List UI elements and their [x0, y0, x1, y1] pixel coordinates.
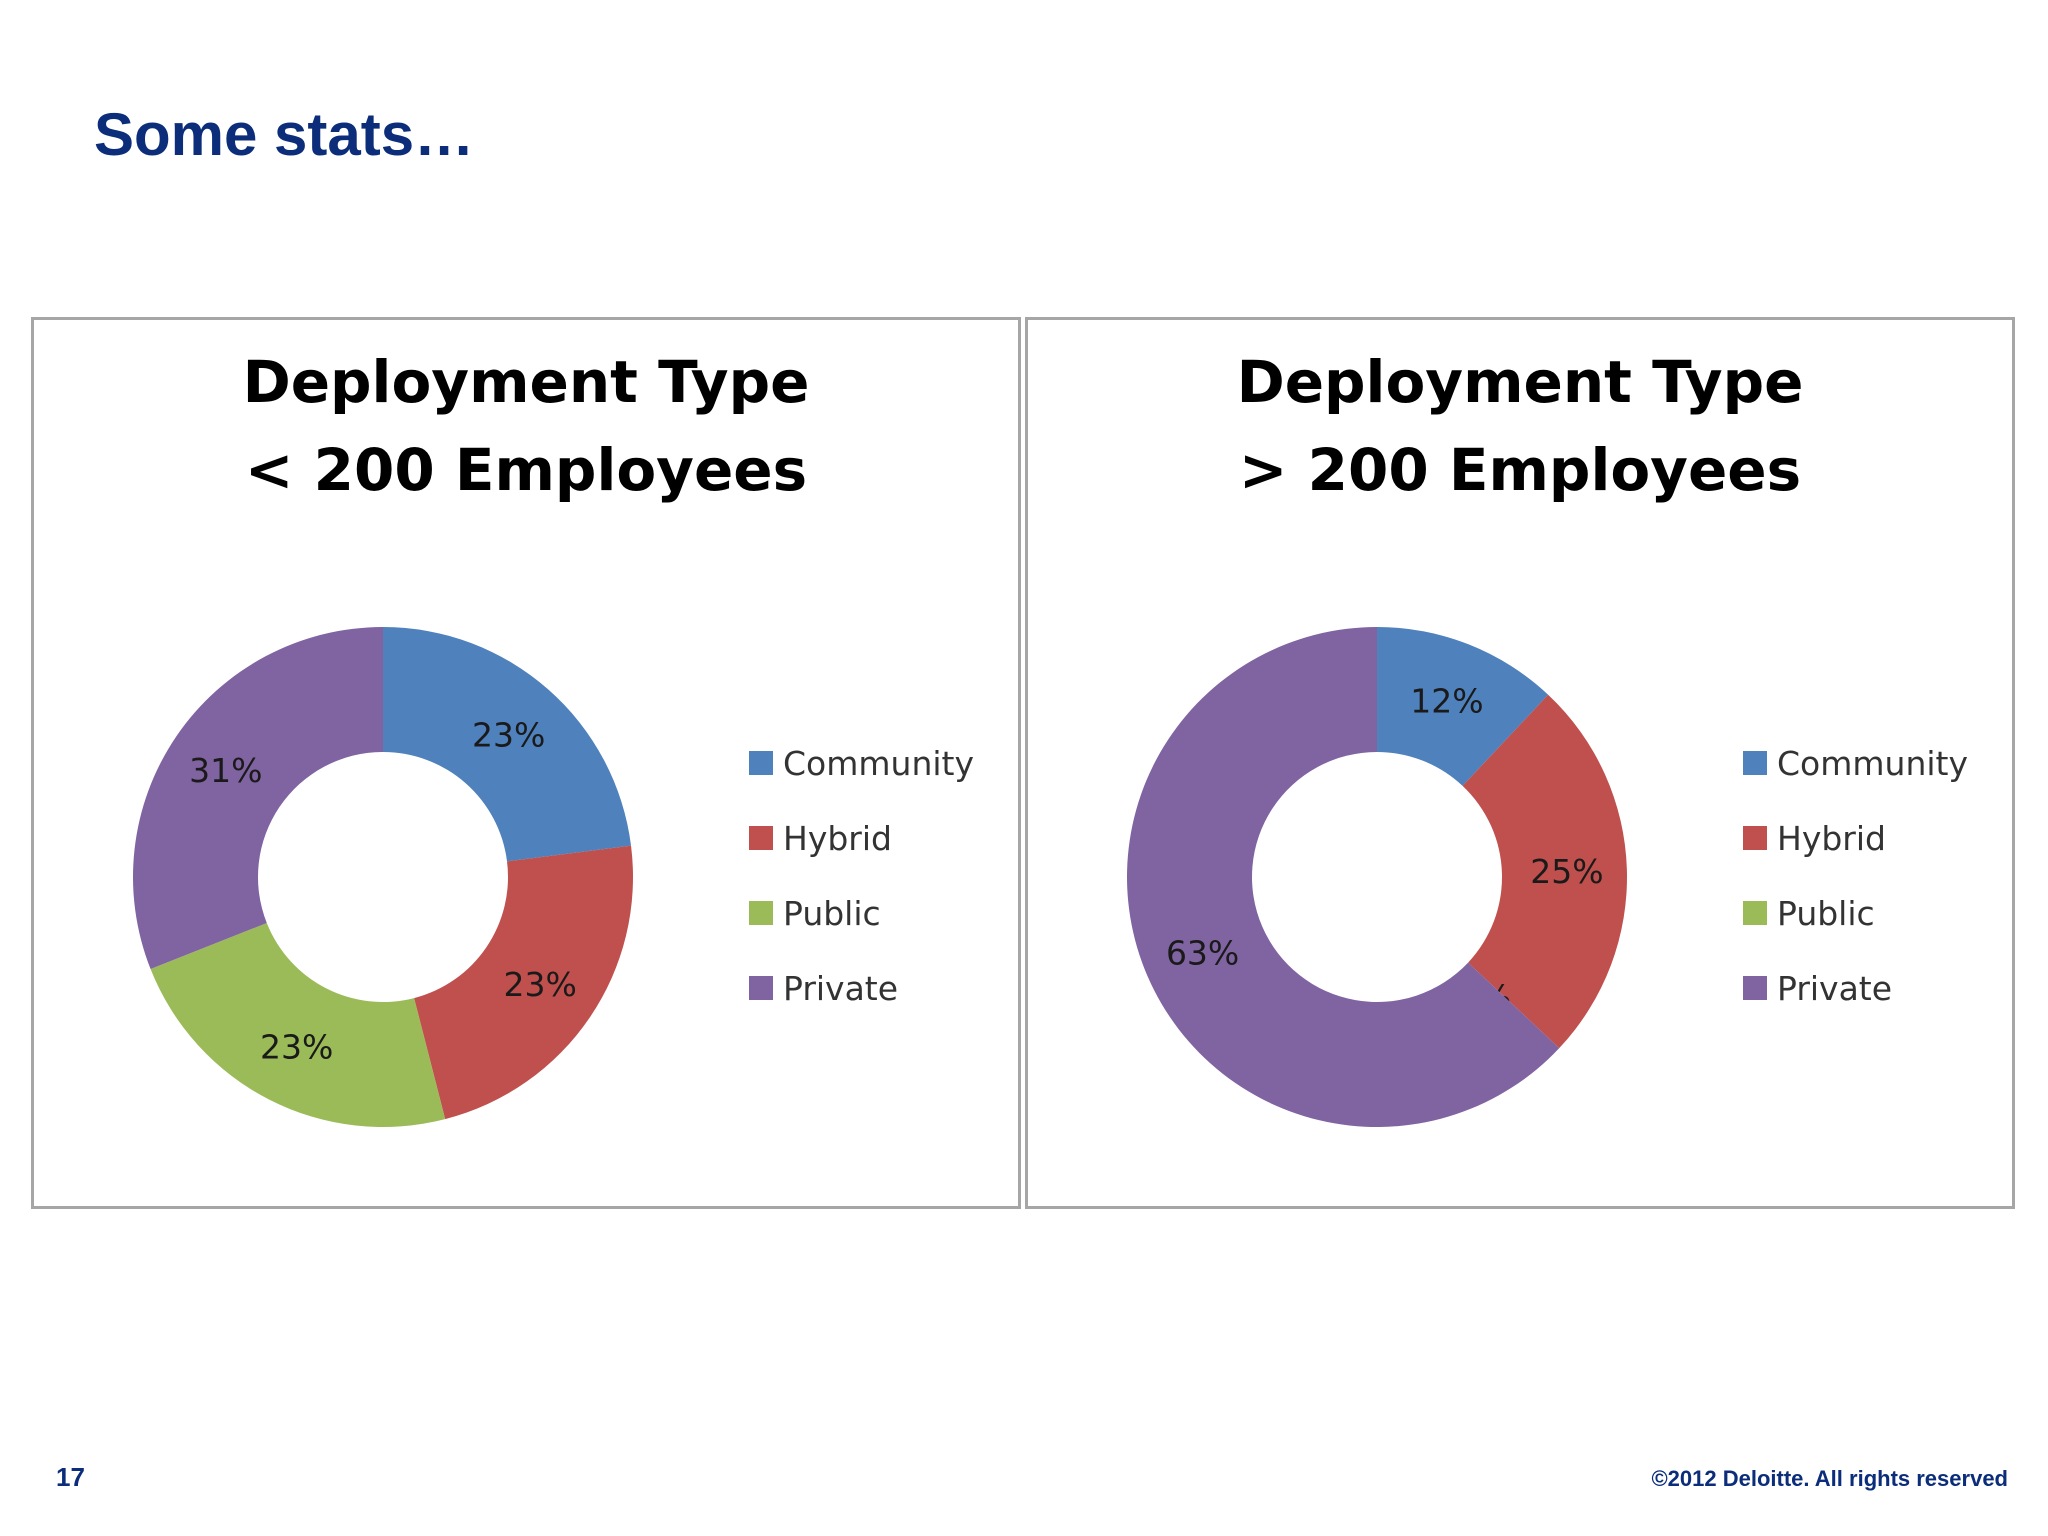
slice-private	[1127, 627, 1560, 1127]
data-label-private: 63%	[1166, 933, 1239, 972]
data-label-community: 12%	[1410, 681, 1483, 720]
chart-title-line1: Deployment Type	[1237, 348, 1804, 416]
data-label-community: 23%	[472, 715, 545, 754]
slide-title: Some stats…	[94, 101, 475, 168]
legend-swatch-private	[749, 976, 773, 1000]
doughnut-chart-small: Deployment Type < 200 Employees 23% 23% 23% 3…	[133, 348, 974, 1127]
legend-label-private: Private	[783, 969, 898, 1008]
slice-hybrid	[414, 845, 633, 1120]
legend-label-hybrid: Hybrid	[783, 819, 892, 858]
slice-community	[1377, 627, 1549, 786]
slice-hybrid	[1462, 694, 1627, 1049]
legend-swatch-public	[749, 901, 773, 925]
copyright-notice: ©2012 Deloitte. All rights reserved	[1651, 1466, 2008, 1491]
doughnut-chart-large: Deployment Type> 200 Employees12%25%0%63…	[1127, 348, 1968, 1127]
legend-label-community: Community	[783, 744, 974, 783]
legend-swatch-community	[749, 751, 773, 775]
legend-label-public: Public	[783, 894, 881, 933]
legend-label-public: Public	[1777, 894, 1875, 933]
data-label-public: 23%	[260, 1027, 333, 1066]
legend-label-hybrid: Hybrid	[1777, 819, 1886, 858]
slice-private	[133, 627, 383, 970]
chart-panel-large-companies: Deployment Type> 200 Employees12%25%0%63…	[1025, 317, 2015, 1209]
slice-community	[383, 627, 632, 862]
chart-title-line2: < 200 Employees	[245, 436, 807, 504]
data-label-hybrid: 25%	[1530, 852, 1603, 891]
chart-title-line2: > 200 Employees	[1239, 436, 1801, 504]
page-number: 17	[56, 1462, 85, 1492]
data-label-private: 31%	[189, 751, 262, 790]
legend-label-private: Private	[1777, 969, 1892, 1008]
legend-swatch-hybrid	[749, 826, 773, 850]
legend-label-community: Community	[1777, 744, 1968, 783]
chart-panel-small-companies: Deployment Type < 200 Employees 23% 23% 23% 3…	[31, 317, 1021, 1209]
legend-swatch-public	[1743, 901, 1767, 925]
legend-swatch-private	[1743, 976, 1767, 1000]
data-label-hybrid: 23%	[503, 965, 576, 1004]
chart-title-line1: Deployment Type	[243, 348, 810, 416]
legend-swatch-hybrid	[1743, 826, 1767, 850]
slice-public	[150, 923, 446, 1127]
legend-swatch-community	[1743, 751, 1767, 775]
